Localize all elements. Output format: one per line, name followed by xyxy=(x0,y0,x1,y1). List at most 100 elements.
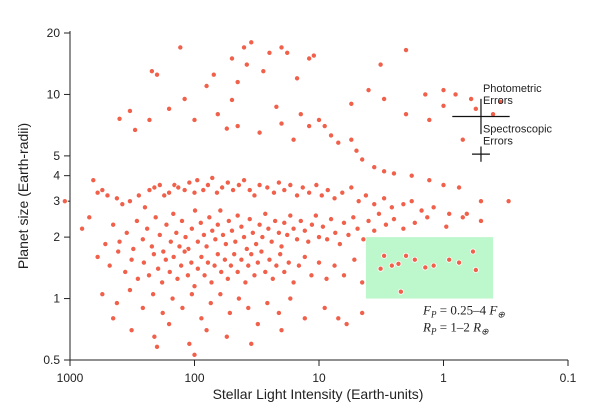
data-point xyxy=(139,236,146,243)
data-point xyxy=(113,300,120,307)
data-point xyxy=(176,243,183,250)
data-point xyxy=(106,262,113,269)
data-point xyxy=(181,187,188,194)
y-tick-label: 5 xyxy=(53,149,60,163)
y-tick-label: 2 xyxy=(53,230,60,244)
x-tick-label: 0.1 xyxy=(560,371,577,385)
data-point xyxy=(452,91,459,98)
data-point xyxy=(102,241,109,248)
data-point xyxy=(160,248,167,255)
data-point xyxy=(456,259,463,266)
data-point xyxy=(243,61,250,68)
data-point xyxy=(126,107,133,114)
data-point xyxy=(355,198,362,205)
data-point xyxy=(321,304,328,311)
data-point xyxy=(424,214,431,221)
data-point xyxy=(167,238,174,245)
data-point xyxy=(225,217,232,224)
data-point xyxy=(477,217,484,224)
data-point xyxy=(377,265,384,272)
data-point xyxy=(371,201,378,208)
data-point xyxy=(61,198,68,205)
data-point xyxy=(281,219,288,226)
data-point xyxy=(218,268,225,275)
data-point xyxy=(163,221,170,228)
data-point xyxy=(284,231,291,238)
data-point xyxy=(132,126,139,133)
data-point xyxy=(335,315,342,322)
error-bar-label: Errors xyxy=(483,135,513,147)
data-point xyxy=(350,214,357,221)
data-point xyxy=(206,214,213,221)
data-point xyxy=(211,262,218,269)
x-tick-label: 1 xyxy=(440,371,447,385)
data-point xyxy=(446,256,453,263)
data-point xyxy=(297,111,304,118)
data-point xyxy=(234,212,241,219)
data-point xyxy=(324,236,331,243)
data-point xyxy=(182,234,189,241)
data-point xyxy=(272,217,279,224)
data-point xyxy=(234,123,241,130)
y-tick-label: 4 xyxy=(53,169,60,183)
data-point xyxy=(256,182,263,189)
data-point xyxy=(265,225,272,232)
data-point xyxy=(179,304,186,311)
data-point xyxy=(126,287,133,294)
data-point xyxy=(275,309,282,316)
data-point xyxy=(262,210,269,217)
data-point xyxy=(305,238,312,245)
y-tick-label: 10 xyxy=(47,87,61,101)
data-point xyxy=(426,116,433,123)
data-point xyxy=(360,236,367,243)
data-point xyxy=(472,105,479,112)
data-point xyxy=(315,234,322,241)
data-point xyxy=(340,272,347,279)
data-point xyxy=(246,187,253,194)
data-point xyxy=(174,275,181,282)
data-point xyxy=(94,253,101,260)
data-point xyxy=(403,47,410,54)
data-point xyxy=(134,275,141,282)
data-point xyxy=(209,174,216,181)
data-point xyxy=(241,234,248,241)
highlight-region: FP = 0.25–4 F⊕RP = 1–2 R⊕ xyxy=(365,237,505,337)
data-point xyxy=(299,184,306,191)
data-point xyxy=(375,210,382,217)
data-point xyxy=(184,272,191,279)
region-formula: FP = 0.25–4 F⊕ xyxy=(422,303,505,320)
data-point xyxy=(446,210,453,217)
data-point xyxy=(248,251,255,258)
data-point xyxy=(354,225,361,232)
data-point xyxy=(235,182,242,189)
data-point xyxy=(140,259,147,266)
data-point xyxy=(181,95,188,102)
data-point xyxy=(139,304,146,311)
data-point xyxy=(422,91,429,98)
data-point xyxy=(175,184,182,191)
y-tick-label: 3 xyxy=(53,194,60,208)
data-point xyxy=(254,321,261,328)
data-point xyxy=(381,195,388,202)
data-point xyxy=(336,241,343,248)
data-point xyxy=(223,333,230,340)
data-point xyxy=(371,164,378,171)
data-point xyxy=(119,201,126,208)
data-point xyxy=(264,300,271,307)
data-point xyxy=(212,236,219,243)
data-point xyxy=(210,71,217,78)
data-point xyxy=(301,253,308,260)
data-point xyxy=(154,71,161,78)
data-point xyxy=(340,219,347,226)
data-point xyxy=(331,262,338,269)
data-point xyxy=(241,177,248,184)
data-point xyxy=(426,177,433,184)
data-point xyxy=(191,116,198,123)
data-point xyxy=(224,179,231,186)
data-point xyxy=(268,238,275,245)
data-point xyxy=(188,259,195,266)
data-point xyxy=(306,123,313,130)
data-point xyxy=(315,116,322,123)
data-point xyxy=(440,182,447,189)
data-point xyxy=(156,231,163,238)
